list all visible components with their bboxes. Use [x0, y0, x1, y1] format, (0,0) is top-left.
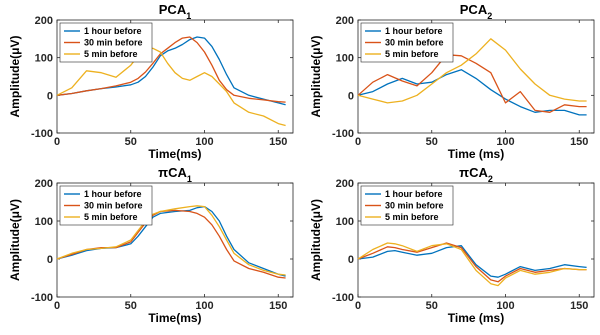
y-tick-label: 100 — [336, 53, 354, 65]
x-tick-label: 0 — [355, 300, 361, 312]
x-tick-label: 0 — [54, 300, 60, 312]
x-tick-label: 150 — [269, 136, 287, 148]
y-tick-label: -100 — [332, 292, 354, 304]
chart-title: πCA1 — [158, 165, 192, 184]
x-tick-label: 0 — [355, 136, 361, 148]
x-tick-label: 0 — [54, 136, 60, 148]
legend-entry-3: 5 min before — [84, 212, 138, 222]
y-tick-label: 200 — [336, 15, 354, 27]
chart-title: πCA2 — [459, 165, 493, 184]
y-tick-label: 200 — [35, 178, 53, 190]
y-tick-label: 100 — [35, 216, 53, 228]
y-axis-label: Amplitude(μV) — [8, 35, 22, 117]
series-line-3 — [56, 205, 286, 276]
y-tick-label: -100 — [332, 128, 354, 140]
legend-entry-2: 30 min before — [385, 38, 444, 48]
chart-title: PCA1 — [159, 2, 191, 21]
chart-title: PCA2 — [460, 2, 492, 21]
y-tick-label: 0 — [348, 90, 354, 102]
legend-entry-1: 1 hour before — [385, 189, 443, 199]
x-tick-label: 100 — [195, 300, 213, 312]
series-line-2 — [357, 242, 587, 283]
y-axis-label: Amplitude(μV) — [309, 199, 323, 281]
x-tick-label: 50 — [125, 136, 137, 148]
legend-entry-1: 1 hour before — [385, 26, 443, 36]
y-tick-label: 0 — [47, 254, 53, 266]
x-tick-label: 150 — [269, 300, 287, 312]
x-axis-label: Time(ms) — [148, 147, 201, 161]
x-tick-label: 50 — [125, 300, 137, 312]
legend-entry-1: 1 hour before — [84, 189, 142, 199]
y-tick-label: 200 — [336, 178, 354, 190]
x-axis-label: Time (ms) — [448, 311, 504, 325]
x-axis-label: Time (ms) — [448, 147, 504, 161]
legend-entry-3: 5 min before — [385, 49, 439, 59]
legend-entry-2: 30 min before — [84, 201, 143, 211]
y-tick-label: -100 — [31, 128, 53, 140]
y-tick-label: 100 — [35, 53, 53, 65]
x-tick-label: 100 — [496, 136, 514, 148]
series-line-1 — [56, 36, 286, 106]
y-tick-label: 0 — [47, 90, 53, 102]
x-axis-label: Time(ms) — [148, 311, 201, 325]
x-tick-label: 100 — [496, 300, 514, 312]
series-line-2 — [357, 54, 587, 113]
legend-entry-1: 1 hour before — [84, 26, 142, 36]
x-tick-label: 100 — [195, 136, 213, 148]
y-tick-label: 100 — [336, 216, 354, 228]
y-tick-label: -100 — [31, 292, 53, 304]
legend-entry-2: 30 min before — [385, 201, 444, 211]
series-line-3 — [357, 242, 587, 287]
series-line-3 — [56, 47, 286, 127]
x-tick-label: 150 — [570, 300, 588, 312]
x-tick-label: 150 — [570, 136, 588, 148]
legend-entry-3: 5 min before — [84, 49, 138, 59]
legend-entry-2: 30 min before — [84, 38, 143, 48]
y-tick-label: 0 — [348, 254, 354, 266]
x-tick-label: 50 — [426, 300, 438, 312]
series-line-2 — [56, 36, 286, 103]
x-tick-label: 50 — [426, 136, 438, 148]
y-axis-label: Amplitude(μV) — [309, 35, 323, 117]
series-line-3 — [357, 38, 587, 104]
y-axis-label: Amplitude(μV) — [8, 199, 22, 281]
series-line-1 — [357, 245, 587, 278]
y-tick-label: 200 — [35, 15, 53, 27]
legend-entry-3: 5 min before — [385, 212, 439, 222]
